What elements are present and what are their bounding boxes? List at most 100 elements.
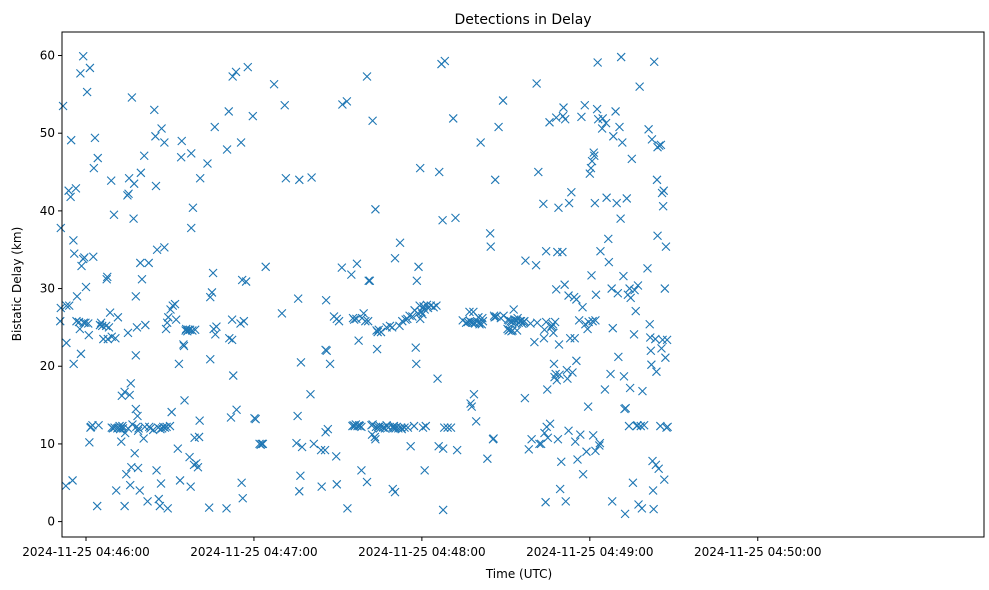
data-point — [162, 422, 172, 432]
data-point — [66, 135, 76, 145]
data-point — [608, 323, 618, 333]
data-point — [69, 359, 79, 369]
data-point — [210, 330, 220, 339]
x-tick-label: 2024-11-25 04:47:00 — [190, 545, 317, 559]
data-point — [593, 58, 603, 67]
data-point — [243, 62, 253, 72]
data-point — [621, 403, 631, 413]
data-point — [204, 503, 214, 513]
data-point — [346, 270, 356, 279]
data-point — [212, 322, 221, 332]
data-point — [139, 434, 149, 443]
data-point — [613, 288, 623, 298]
data-point — [653, 231, 662, 241]
data-point — [596, 246, 605, 256]
data-point — [237, 478, 247, 488]
data-point — [646, 346, 656, 356]
data-point — [589, 148, 599, 158]
data-point — [647, 135, 657, 144]
data-point — [72, 316, 81, 326]
data-point — [354, 336, 364, 345]
data-point — [357, 465, 366, 475]
data-point — [434, 441, 444, 451]
data-point — [619, 271, 628, 281]
data-point — [85, 63, 95, 73]
data-point — [465, 307, 474, 317]
data-point — [371, 204, 380, 214]
data-point — [611, 107, 620, 116]
data-point — [542, 385, 552, 394]
data-point — [159, 138, 169, 147]
data-point — [545, 419, 555, 429]
data-point — [269, 79, 279, 89]
data-point — [239, 316, 249, 326]
x-tick-label: 2024-11-25 04:49:00 — [526, 545, 653, 559]
data-point — [608, 131, 618, 141]
data-point — [652, 367, 661, 377]
data-point — [364, 276, 374, 286]
data-point — [607, 497, 617, 506]
data-point — [103, 334, 113, 344]
data-point — [62, 301, 71, 311]
data-point — [111, 333, 120, 343]
data-point — [317, 482, 327, 492]
data-point — [88, 252, 98, 262]
data-point — [309, 439, 319, 449]
data-point — [117, 421, 127, 431]
data-point — [615, 122, 624, 132]
data-point — [578, 469, 588, 479]
data-point — [550, 317, 560, 327]
data-point — [571, 356, 581, 366]
data-point — [139, 151, 149, 161]
data-point — [143, 497, 152, 506]
data-point — [558, 247, 567, 257]
data-point — [66, 192, 75, 202]
data-point — [186, 149, 196, 158]
data-point — [440, 56, 450, 66]
data-point — [137, 274, 147, 284]
data-point — [660, 284, 670, 293]
data-point — [81, 282, 91, 292]
data-point — [494, 122, 503, 132]
x-axis-label: Time (UTC) — [485, 567, 552, 581]
data-point — [659, 186, 669, 196]
data-point — [120, 428, 130, 438]
data-point — [625, 284, 634, 293]
data-point — [135, 486, 145, 495]
data-point — [152, 245, 162, 255]
data-point — [248, 111, 258, 121]
data-point — [124, 189, 133, 199]
data-point — [98, 334, 108, 344]
data-point — [541, 246, 551, 256]
data-point — [89, 163, 99, 173]
data-point — [281, 173, 291, 183]
data-point — [363, 316, 373, 326]
data-point — [532, 79, 542, 88]
data-point — [587, 270, 596, 280]
data-point — [527, 434, 536, 444]
data-point — [639, 420, 649, 430]
data-point — [432, 301, 441, 311]
data-point — [489, 434, 498, 443]
data-point — [110, 423, 119, 432]
data-point — [636, 421, 646, 431]
data-point — [649, 57, 659, 67]
data-point — [650, 334, 660, 344]
data-point — [102, 272, 112, 282]
data-point — [163, 312, 173, 322]
data-point — [662, 335, 672, 345]
data-point — [598, 114, 608, 123]
data-point — [84, 437, 94, 447]
data-point — [294, 486, 304, 496]
data-point — [129, 179, 139, 189]
data-point — [372, 344, 382, 354]
data-point — [498, 96, 508, 105]
data-point — [568, 368, 577, 377]
data-point — [69, 249, 79, 258]
data-point — [68, 476, 77, 485]
data-point — [607, 284, 617, 293]
data-points — [55, 51, 673, 519]
data-point — [415, 314, 425, 324]
data-point — [573, 455, 582, 464]
data-point — [343, 504, 352, 513]
